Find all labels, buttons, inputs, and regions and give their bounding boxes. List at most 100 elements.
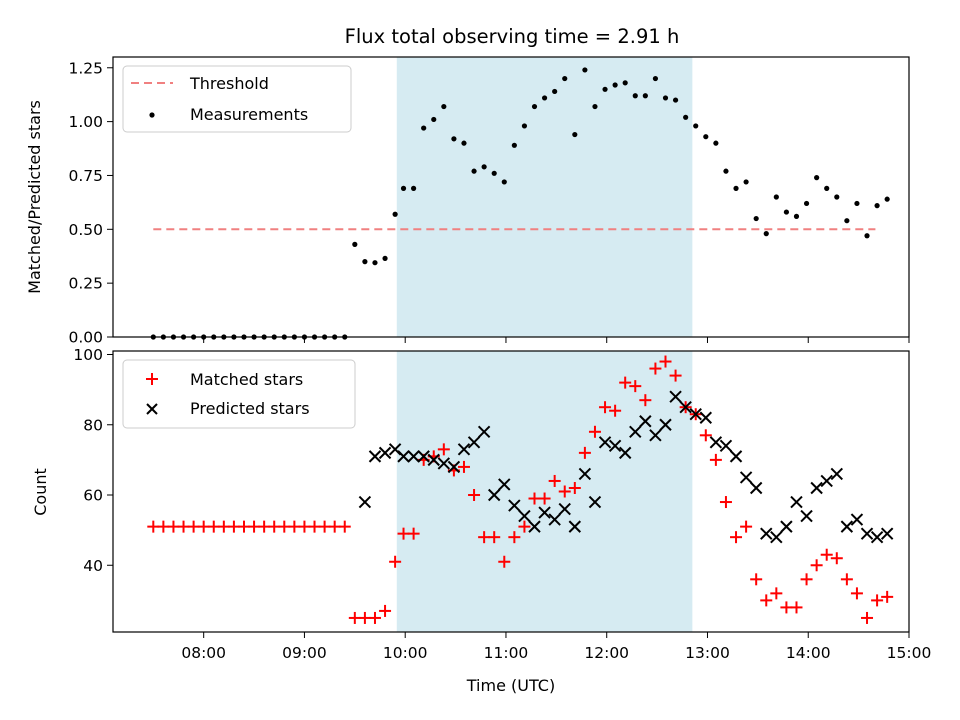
matched-star-point [397,527,410,540]
matched-star-point [800,573,813,586]
predicted-star-point [840,520,854,533]
matched-star-point [508,531,521,544]
matched-star-point [207,520,220,533]
top-y-tick-label: 0.00 [68,329,103,347]
bottom-legend-box [122,359,356,429]
top-y-tick-label: 1.25 [68,59,103,77]
measurement-point [400,185,407,191]
measurement-point [572,131,578,138]
matched-star-point [568,481,581,494]
measurement-point [562,75,568,82]
matched-star-point [790,601,803,614]
measurement-point [763,231,769,237]
legend-matched-label: Matched stars [190,370,303,389]
matched-star-point [639,394,652,407]
matched-star-point [298,520,311,533]
predicted-star-point [689,408,702,421]
matched-star-point [750,573,763,586]
predicted-star-point [427,453,440,467]
predicted-star-point [608,439,622,453]
measurement-point [421,125,427,131]
predicted-star-point [407,450,420,463]
measurement-point [352,241,358,247]
measurement-point [783,209,790,215]
predicted-stars-points [358,390,894,544]
predicted-star-point [508,499,521,512]
measurement-point [362,259,368,265]
measurement-point [693,123,699,129]
predicted-star-point [397,450,410,463]
measurement-point [773,194,779,200]
predicted-star-point [378,446,392,460]
predicted-star-point [368,450,382,463]
measurement-point [844,218,850,224]
x-tick-label: 11:00 [484,644,529,662]
bottom-x-ticks: 08:00 09:00 10:00 11:00 12:00 13:00 14:00 15:00 [181,632,931,662]
matched-star-point [699,429,712,442]
matched-star-point [379,604,392,617]
measurement-point [410,185,417,191]
measurement-point [824,185,830,191]
predicted-star-point [558,502,571,516]
matched-star-point [528,492,541,505]
matched-star-point [268,520,281,533]
x-tick-label: 14:00 [786,644,831,662]
measurement-point [521,123,528,129]
matched-star-point [389,555,402,568]
measurement-point [552,88,558,95]
matched-star-point [760,594,773,607]
measurement-point [481,164,487,170]
predicted-star-point [629,425,642,438]
matched-star-point [478,531,491,544]
measurement-point [392,211,398,217]
measurement-point [511,142,517,148]
matched-star-point [468,489,481,502]
measurement-point [864,233,870,239]
matched-star-point [730,531,743,544]
measurement-point [793,213,800,219]
bottom-y-axis-label: Count [31,468,50,516]
matched-star-point [599,401,612,414]
legend-predicted-label: Predicted stars [190,399,310,418]
predicted-star-point [679,400,692,414]
predicted-star-point [719,439,733,453]
bottom-y-tick-label: 40 [83,557,103,575]
top-x-ticks [203,337,910,343]
predicted-star-point [790,495,803,509]
measurement-point [541,95,548,101]
measurement-point [451,136,457,142]
matched-star-point [770,587,783,600]
matched-star-point [288,520,301,533]
measurement-point [632,93,638,99]
chart-title: Flux total observing time = 2.91 h [345,25,680,48]
matched-star-point [318,520,331,533]
predicted-star-point [518,509,531,523]
x-axis-label: Time (UTC) [466,676,555,695]
legend-measurements-label: Measurements [190,105,308,124]
matched-star-point [629,380,642,393]
measurement-point [723,168,729,174]
top-legend: Threshold Measurements [122,65,352,133]
matched-star-point [187,520,200,533]
top-panel: Flux total observing time = 2.91 h 0.000… [25,25,910,347]
measurement-point [471,168,477,174]
matched-star-point [881,590,894,603]
bottom-y-tick-label: 100 [73,346,103,364]
measurement-point [672,97,679,103]
measurement-point [662,95,669,101]
predicted-star-point [669,390,682,403]
matched-star-point [709,453,722,466]
measurement-point [622,80,628,86]
predicted-star-point [538,506,551,519]
predicted-star-point [830,467,843,481]
measurement-point [642,93,648,99]
predicted-star-point [578,467,592,481]
matched-star-point [588,425,601,438]
predicted-star-point [498,478,511,491]
matched-star-point [810,559,823,572]
predicted-star-point [548,513,561,526]
predicted-star-point [800,509,813,523]
matched-star-point [871,594,884,607]
predicted-star-point [739,471,753,484]
